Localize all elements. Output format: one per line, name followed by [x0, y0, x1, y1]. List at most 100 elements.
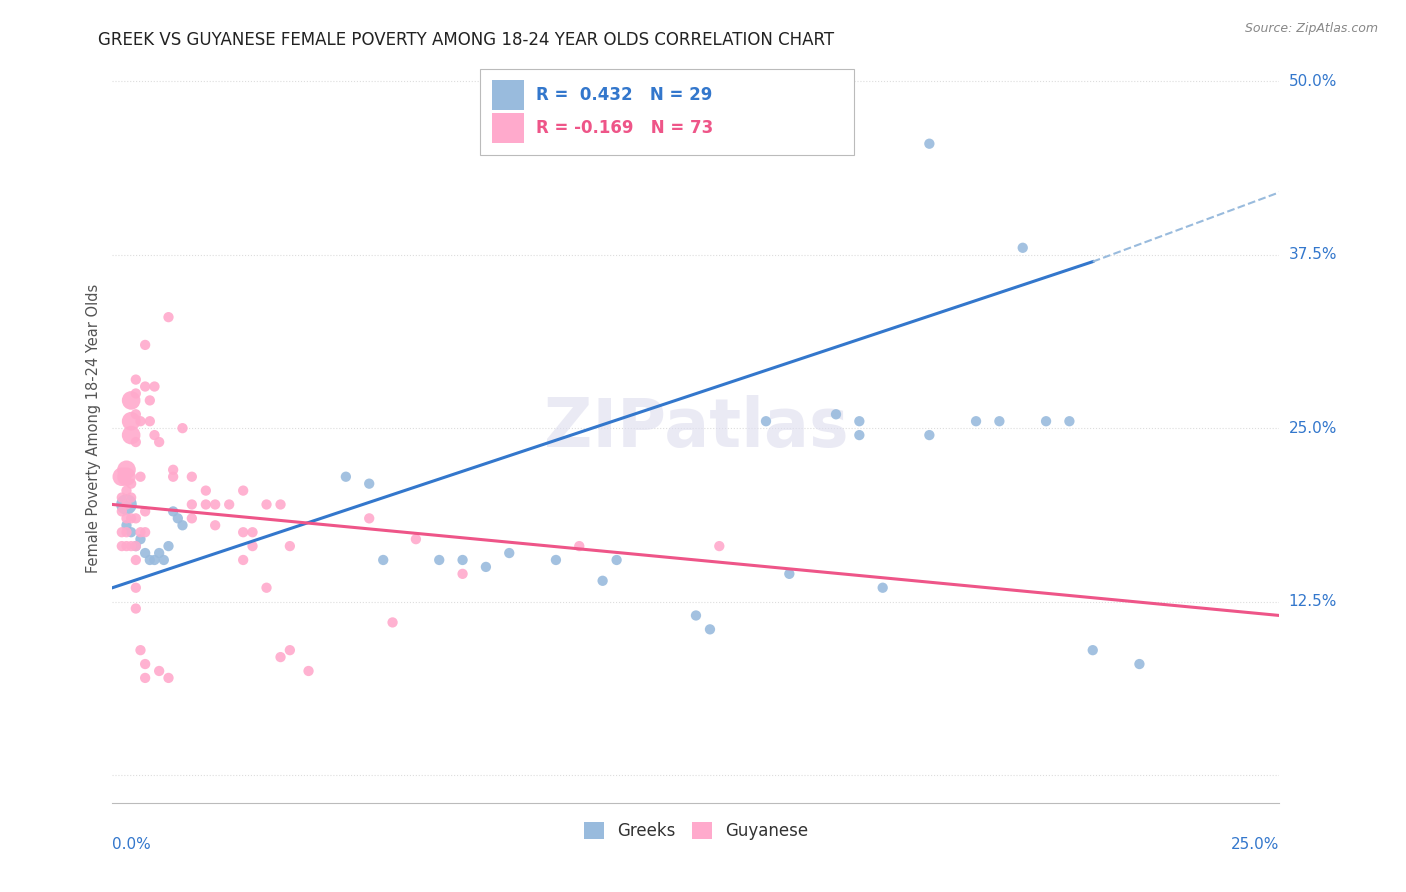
- Text: 37.5%: 37.5%: [1289, 247, 1337, 262]
- Point: [125, 581, 148, 595]
- Text: Source: ZipAtlas.com: Source: ZipAtlas.com: [1244, 22, 1378, 36]
- Text: GREEK VS GUYANESE FEMALE POVERTY AMONG 18-24 YEAR OLDS CORRELATION CHART: GREEK VS GUYANESE FEMALE POVERTY AMONG 1…: [98, 31, 835, 49]
- Point: [125, 435, 148, 450]
- Point: [918, 428, 941, 442]
- Point: [242, 539, 264, 553]
- Point: [120, 539, 142, 553]
- Point: [848, 414, 870, 428]
- Text: 25.0%: 25.0%: [1232, 838, 1279, 853]
- Point: [129, 414, 152, 428]
- Point: [359, 511, 381, 525]
- Point: [134, 657, 156, 671]
- Legend: Greeks, Guyanese: Greeks, Guyanese: [576, 815, 815, 847]
- Point: [256, 498, 278, 512]
- Point: [139, 553, 162, 567]
- Point: [755, 414, 778, 428]
- Point: [139, 393, 162, 408]
- Point: [115, 483, 138, 498]
- Point: [148, 546, 170, 560]
- Point: [218, 498, 240, 512]
- FancyBboxPatch shape: [492, 79, 524, 110]
- Point: [568, 539, 591, 553]
- Point: [475, 560, 498, 574]
- Point: [125, 373, 148, 387]
- Point: [125, 386, 148, 401]
- Point: [1081, 643, 1104, 657]
- Point: [825, 407, 848, 421]
- Point: [242, 525, 264, 540]
- Point: [381, 615, 404, 630]
- Point: [699, 623, 721, 637]
- Point: [405, 532, 427, 546]
- Point: [232, 553, 254, 567]
- Point: [232, 483, 254, 498]
- Point: [125, 539, 148, 553]
- Point: [125, 553, 148, 567]
- Point: [359, 476, 381, 491]
- Point: [134, 671, 156, 685]
- Point: [120, 428, 142, 442]
- Point: [115, 469, 138, 483]
- Point: [297, 664, 319, 678]
- Point: [427, 553, 450, 567]
- Point: [125, 511, 148, 525]
- Point: [180, 498, 202, 512]
- Point: [153, 553, 176, 567]
- Point: [918, 136, 941, 151]
- Text: 0.0%: 0.0%: [112, 838, 152, 853]
- Point: [157, 539, 180, 553]
- Point: [115, 518, 138, 533]
- FancyBboxPatch shape: [479, 69, 853, 154]
- Point: [162, 463, 184, 477]
- Point: [278, 643, 301, 657]
- Point: [148, 664, 170, 678]
- Point: [544, 553, 567, 567]
- Y-axis label: Female Poverty Among 18-24 Year Olds: Female Poverty Among 18-24 Year Olds: [86, 284, 101, 573]
- Point: [1128, 657, 1150, 671]
- Point: [451, 553, 474, 567]
- Point: [778, 566, 800, 581]
- Point: [120, 393, 142, 408]
- Point: [256, 581, 278, 595]
- Point: [592, 574, 614, 588]
- Point: [180, 469, 202, 483]
- Point: [157, 671, 180, 685]
- Point: [134, 338, 156, 352]
- Point: [115, 525, 138, 540]
- Point: [278, 539, 301, 553]
- Point: [139, 414, 162, 428]
- Point: [111, 539, 134, 553]
- Point: [115, 511, 138, 525]
- Point: [125, 601, 148, 615]
- Point: [180, 511, 202, 525]
- Point: [172, 421, 194, 435]
- Point: [162, 469, 184, 483]
- Point: [373, 553, 395, 567]
- Point: [148, 435, 170, 450]
- Text: ZIPatlas: ZIPatlas: [544, 395, 848, 461]
- Point: [115, 463, 138, 477]
- Point: [115, 539, 138, 553]
- Point: [194, 483, 217, 498]
- Point: [204, 498, 226, 512]
- Point: [685, 608, 707, 623]
- Point: [120, 491, 142, 505]
- Point: [162, 504, 184, 518]
- Point: [134, 504, 156, 518]
- Text: 25.0%: 25.0%: [1289, 421, 1337, 435]
- Point: [166, 511, 188, 525]
- Point: [872, 581, 894, 595]
- Point: [1011, 241, 1033, 255]
- Point: [232, 525, 254, 540]
- Point: [134, 525, 156, 540]
- Point: [451, 566, 474, 581]
- Point: [129, 643, 152, 657]
- Point: [965, 414, 987, 428]
- Point: [270, 650, 292, 665]
- Point: [111, 504, 134, 518]
- Point: [606, 553, 628, 567]
- Point: [120, 511, 142, 525]
- Point: [143, 379, 166, 393]
- Point: [143, 428, 166, 442]
- Text: 50.0%: 50.0%: [1289, 74, 1337, 89]
